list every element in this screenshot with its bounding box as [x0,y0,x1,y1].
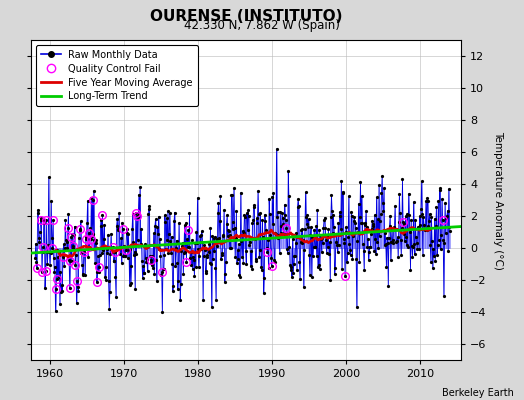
Title: OURENSE (INSTITUTO): OURENSE (INSTITUTO) [150,8,343,24]
Legend: Raw Monthly Data, Quality Control Fail, Five Year Moving Average, Long-Term Tren: Raw Monthly Data, Quality Control Fail, … [36,45,198,106]
Y-axis label: Temperature Anomaly (°C): Temperature Anomaly (°C) [493,130,504,270]
Text: 42.330 N, 7.862 W (Spain): 42.330 N, 7.862 W (Spain) [184,20,340,32]
Text: Berkeley Earth: Berkeley Earth [442,388,514,398]
